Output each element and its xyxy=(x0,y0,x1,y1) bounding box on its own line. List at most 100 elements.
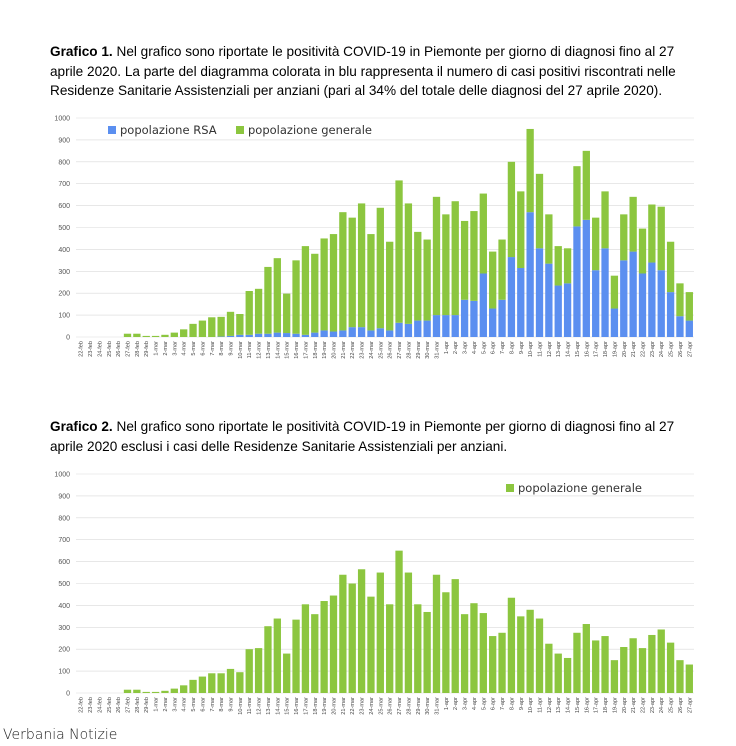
chart1-xtick-label: 1-apr xyxy=(444,341,450,354)
chart2-legend-label: popolazione generale xyxy=(518,481,642,495)
chart1-xtick-label: 24-mar xyxy=(369,341,375,359)
chart1-bar-rsa xyxy=(582,219,590,337)
chart2-xtick-label: 22-feb xyxy=(79,697,85,713)
chart2-bar-generale xyxy=(301,604,310,693)
chart2-bar-generale xyxy=(601,636,609,693)
chart2-bar-generale xyxy=(198,676,207,693)
chart1-xtick-label: 29-mar xyxy=(416,341,422,359)
chart2-bar-generale xyxy=(236,672,244,693)
chart2-bar-generale xyxy=(582,624,590,693)
chart1-bar-generale xyxy=(198,320,207,337)
chart2-bar-generale xyxy=(563,657,572,693)
chart2-ytick-label: 100 xyxy=(58,669,70,676)
chart1-bar-rsa xyxy=(470,300,478,337)
chart2-bar-generale xyxy=(395,550,403,693)
chart2-legend-swatch xyxy=(506,484,514,492)
chart1-xtick-label: 20-mar xyxy=(332,341,338,359)
chart1-legend-swatch xyxy=(236,126,244,134)
chart1-bar-rsa xyxy=(264,333,272,337)
chart1-xtick-label: 8-mar xyxy=(219,341,225,356)
chart1-bar-generale xyxy=(395,180,403,323)
chart1-ytick-label: 300 xyxy=(58,269,70,276)
chart2-xtick-label: 24-mar xyxy=(369,697,375,715)
chart2-xtick-label: 28-mar xyxy=(406,697,412,715)
chart1-bar-rsa xyxy=(498,299,506,337)
chart1-bar-generale xyxy=(189,323,197,337)
chart2-ytick-label: 800 xyxy=(58,515,70,522)
chart1-bar-generale xyxy=(573,166,581,227)
chart1-xtick-label: 14-apr xyxy=(566,341,572,357)
chart1-bar-rsa xyxy=(563,283,572,337)
chart1-bar-generale xyxy=(526,128,534,213)
chart1-xtick-label: 29-feb xyxy=(144,341,150,357)
chart1-xtick-label: 10-apr xyxy=(528,341,534,357)
chart2-ytick-label: 900 xyxy=(58,493,70,500)
chart2-xtick-label: 20-mar xyxy=(332,697,338,715)
chart1-xtick-label: 26-mar xyxy=(388,341,394,359)
chart2-bar-generale xyxy=(526,609,534,693)
chart1-xtick-label: 20-apr xyxy=(622,341,628,357)
chart1-xtick-label: 23-apr xyxy=(650,341,656,357)
chart2-xtick-label: 22-mar xyxy=(350,697,356,715)
chart1-bar-rsa xyxy=(676,316,684,337)
chart2-bar-generale xyxy=(685,664,693,693)
chart2-xtick-label: 16-apr xyxy=(584,697,590,713)
chart1-bar-generale xyxy=(254,288,263,334)
chart1-ytick-label: 400 xyxy=(58,247,70,254)
chart1-bar-generale xyxy=(610,275,619,309)
chart2-xtick-label: 9-mar xyxy=(229,697,235,712)
chart1-bar-rsa xyxy=(357,327,366,337)
chart2-bar-generale xyxy=(638,648,647,693)
chart2-bar-generale xyxy=(292,619,300,693)
chart2-bar-generale xyxy=(283,653,291,693)
chart1-ytick-label: 900 xyxy=(58,137,70,144)
chart2-xtick-label: 20-apr xyxy=(622,697,628,713)
chart2-bar-generale xyxy=(610,660,619,693)
chart2-bar-generale xyxy=(648,634,656,693)
chart2-bar-generale xyxy=(180,685,188,693)
chart2-bar-generale xyxy=(329,595,338,693)
chart2-xtick-label: 27-mar xyxy=(397,697,403,715)
chart1-bar-generale xyxy=(236,314,244,335)
chart1-xtick-label: 13-mar xyxy=(266,341,272,359)
chart1-bar-rsa xyxy=(451,315,459,337)
chart1-bar-generale xyxy=(657,206,665,271)
chart2-xtick-label: 8-mar xyxy=(219,697,225,712)
chart2-bar-generale xyxy=(142,691,150,693)
chart1-xtick-label: 19-apr xyxy=(612,341,618,357)
chart1-xtick-label: 7-mar xyxy=(210,341,216,356)
chart2-xtick-label: 12-apr xyxy=(547,697,553,713)
chart1-ytick-label: 1000 xyxy=(54,116,70,123)
chart2-caption-text: Nel grafico sono riportate le positività… xyxy=(50,419,675,454)
chart2-bar-generale xyxy=(554,653,562,693)
chart1-xtick-label: 13-apr xyxy=(556,341,562,357)
chart2-bar-generale xyxy=(367,596,375,693)
chart1-bar-generale xyxy=(470,211,478,301)
chart2-xtick-label: 2-apr xyxy=(453,697,459,710)
chart1-xtick-label: 8-apr xyxy=(509,341,515,354)
chart1-bar-rsa xyxy=(348,327,356,337)
chart1-bar-rsa xyxy=(283,333,291,337)
chart2-xtick-label: 24-apr xyxy=(659,697,665,713)
chart2-xtick-label: 7-apr xyxy=(500,697,506,710)
chart1-bar-rsa xyxy=(404,323,413,337)
chart1-bar-generale xyxy=(404,203,413,324)
chart1-xtick-label: 21-mar xyxy=(341,341,347,359)
chart1-bar-generale xyxy=(245,291,253,335)
chart1-xtick-label: 24-apr xyxy=(659,341,665,357)
chart2-xtick-label: 17-apr xyxy=(594,697,600,713)
chart1-xtick-label: 30-mar xyxy=(425,341,431,359)
chart1-bar-rsa xyxy=(460,299,469,337)
chart2-bar-generale xyxy=(133,689,141,693)
chart1-bar-generale xyxy=(432,196,441,316)
chart1-bar-rsa xyxy=(629,251,637,337)
chart2-bar-generale xyxy=(161,690,169,693)
chart1-bar-rsa xyxy=(414,320,422,337)
chart1-xtick-label: 2-mar xyxy=(163,341,169,356)
chart2-xtick-label: 23-apr xyxy=(650,697,656,713)
chart2-xtick-label: 6-mar xyxy=(200,697,206,712)
chart1-xtick-label: 4-apr xyxy=(472,341,478,354)
chart2-xtick-label: 18-apr xyxy=(603,697,609,713)
chart2-xtick-label: 8-apr xyxy=(509,697,515,710)
chart1-xtick-label: 31-mar xyxy=(435,341,441,359)
